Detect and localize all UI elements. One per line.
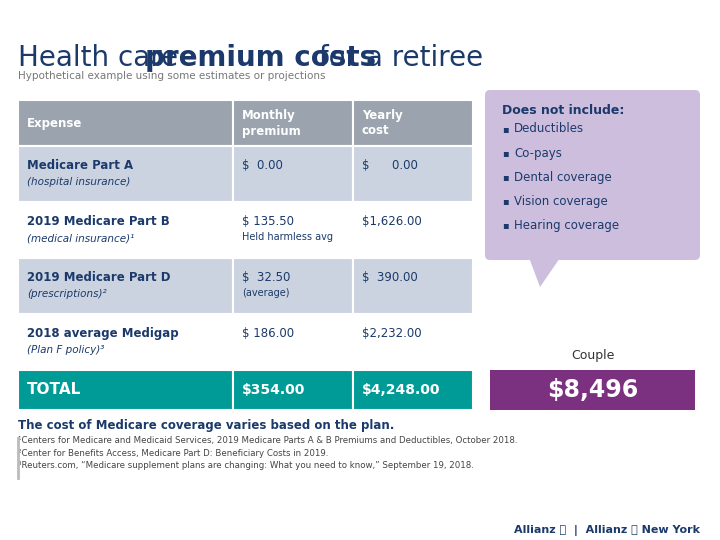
Bar — [490, 370, 695, 410]
Text: ▪: ▪ — [502, 148, 508, 158]
Bar — [18, 370, 233, 410]
Polygon shape — [528, 255, 562, 287]
Text: ³Reuters.com, “Medicare supplement plans are changing: What you need to know,” S: ³Reuters.com, “Medicare supplement plans… — [18, 461, 474, 469]
Text: The cost of Medicare coverage varies based on the plan.: The cost of Medicare coverage varies bas… — [18, 420, 395, 433]
Text: $4,248.00: $4,248.00 — [362, 383, 441, 397]
Text: $ 186.00: $ 186.00 — [242, 327, 294, 340]
Bar — [233, 202, 353, 258]
Text: Allianz Ⓛ  |  Allianz Ⓛ New York: Allianz Ⓛ | Allianz Ⓛ New York — [514, 524, 700, 536]
Text: Health care: Health care — [18, 44, 187, 72]
Bar — [233, 314, 353, 370]
FancyBboxPatch shape — [485, 90, 700, 260]
Bar — [18, 314, 233, 370]
Text: ¹Centers for Medicare and Medicaid Services, 2019 Medicare Parts A & B Premiums : ¹Centers for Medicare and Medicaid Servi… — [18, 436, 518, 446]
Text: (Plan F policy)³: (Plan F policy)³ — [27, 346, 104, 355]
Text: $8,496: $8,496 — [547, 378, 638, 402]
Text: ▪: ▪ — [502, 124, 508, 134]
Bar — [353, 370, 473, 410]
Bar — [353, 314, 473, 370]
Text: $1,626.00: $1,626.00 — [362, 215, 422, 228]
Text: for a retiree: for a retiree — [310, 44, 483, 72]
Text: ▪: ▪ — [502, 196, 508, 206]
Bar — [18, 258, 233, 314]
Bar — [18, 100, 233, 146]
Text: (medical insurance)¹: (medical insurance)¹ — [27, 233, 134, 244]
Text: $  32.50: $ 32.50 — [242, 271, 290, 284]
Text: Yearly
cost: Yearly cost — [362, 109, 402, 138]
Text: Expense: Expense — [27, 117, 82, 130]
Bar — [233, 370, 353, 410]
Text: Co-pays: Co-pays — [514, 146, 562, 159]
Text: 2019 Medicare Part D: 2019 Medicare Part D — [27, 271, 171, 284]
Text: TOTAL: TOTAL — [27, 382, 81, 397]
Text: premium costs: premium costs — [145, 44, 376, 72]
Bar — [353, 202, 473, 258]
Bar — [18, 202, 233, 258]
Text: Monthly
premium: Monthly premium — [242, 109, 301, 138]
Text: (prescriptions)²: (prescriptions)² — [27, 289, 107, 299]
Text: Held harmless avg: Held harmless avg — [242, 232, 333, 242]
Bar — [233, 100, 353, 146]
Text: Vision coverage: Vision coverage — [514, 194, 608, 207]
Text: ▪: ▪ — [502, 220, 508, 230]
Text: 2019 Medicare Part B: 2019 Medicare Part B — [27, 215, 170, 228]
Text: (hospital insurance): (hospital insurance) — [27, 178, 130, 187]
Text: (average): (average) — [242, 288, 289, 298]
Text: ²Center for Benefits Access, Medicare Part D: Beneficiary Costs in 2019.: ²Center for Benefits Access, Medicare Pa… — [18, 449, 328, 457]
Text: $  390.00: $ 390.00 — [362, 271, 418, 284]
Bar — [353, 258, 473, 314]
Text: Couple: Couple — [571, 349, 614, 362]
Text: $  0.00: $ 0.00 — [242, 159, 283, 172]
Text: Does not include:: Does not include: — [502, 105, 624, 118]
Text: $ 135.50: $ 135.50 — [242, 215, 294, 228]
Text: $      0.00: $ 0.00 — [362, 159, 418, 172]
Bar — [18, 146, 233, 202]
Text: ▪: ▪ — [502, 172, 508, 182]
Text: Hypothetical example using some estimates or projections: Hypothetical example using some estimate… — [18, 71, 325, 81]
Text: 2018 average Medigap: 2018 average Medigap — [27, 327, 179, 340]
Bar — [353, 146, 473, 202]
Text: Deductibles: Deductibles — [514, 123, 584, 136]
Bar — [233, 146, 353, 202]
Text: Medicare Part A: Medicare Part A — [27, 159, 133, 172]
Text: $2,232.00: $2,232.00 — [362, 327, 422, 340]
Bar — [233, 258, 353, 314]
Text: Dental coverage: Dental coverage — [514, 171, 612, 184]
Text: Hearing coverage: Hearing coverage — [514, 219, 619, 232]
Text: $354.00: $354.00 — [242, 383, 305, 397]
Bar — [353, 100, 473, 146]
